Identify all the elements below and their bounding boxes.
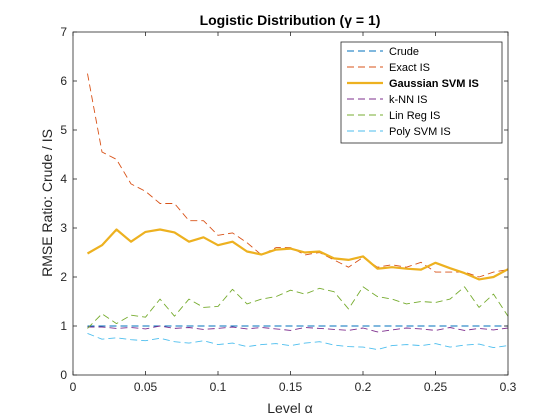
y-tick-label: 1 xyxy=(60,319,67,333)
series-line-k-nn-is xyxy=(87,325,509,333)
y-tick-label: 7 xyxy=(60,25,67,39)
legend: Crude Exact IS Gaussian SVM IS k-NN IS Lin R… xyxy=(340,41,503,144)
legend-label-poly-svm-is: Poly SVM IS xyxy=(389,126,451,138)
legend-label-k-nn-is: k-NN IS xyxy=(389,94,428,106)
y-tick-label: 2 xyxy=(60,270,67,284)
legend-label-crude: Crude xyxy=(389,46,419,58)
series-line-poly-svm-is xyxy=(87,332,509,350)
y-tick-label: 5 xyxy=(60,123,67,137)
series-layer xyxy=(86,73,509,350)
legend-label-gaussian-svm-is: Gaussian SVM IS xyxy=(389,78,479,90)
y-tick-label: 4 xyxy=(60,172,67,186)
x-tick-label: 0.15 xyxy=(279,380,303,394)
legend-label-exact-is: Exact IS xyxy=(389,62,430,74)
x-tick-label: 0.05 xyxy=(134,380,158,394)
x-tick-label: 0.1 xyxy=(210,380,227,394)
x-axis-label: Level α xyxy=(267,400,312,416)
chart-title: Logistic Distribution (γ = 1) xyxy=(200,12,381,28)
x-tick-label: 0.2 xyxy=(355,380,372,394)
y-tick-label: 6 xyxy=(60,74,67,88)
y-axis-label: RMSE Ratio: Crude / IS xyxy=(39,129,55,277)
legend-box xyxy=(340,41,503,144)
series-line-lin-reg-is xyxy=(87,286,509,329)
legend-label-lin-reg-is: Lin Reg IS xyxy=(389,110,440,122)
y-tick-label: 3 xyxy=(60,221,67,235)
x-tick-label: 0 xyxy=(70,380,77,394)
series-line-gaussian-svm-is xyxy=(86,228,509,281)
x-tick-label: 0.25 xyxy=(424,380,448,394)
x-tick-label: 0.3 xyxy=(500,380,517,394)
y-tick-label: 0 xyxy=(60,368,67,382)
tick-layer: 0 0.05 0.1 0.15 0.2 0.25 0.3 0 1 2 3 4 5 6 7 xyxy=(60,25,516,394)
